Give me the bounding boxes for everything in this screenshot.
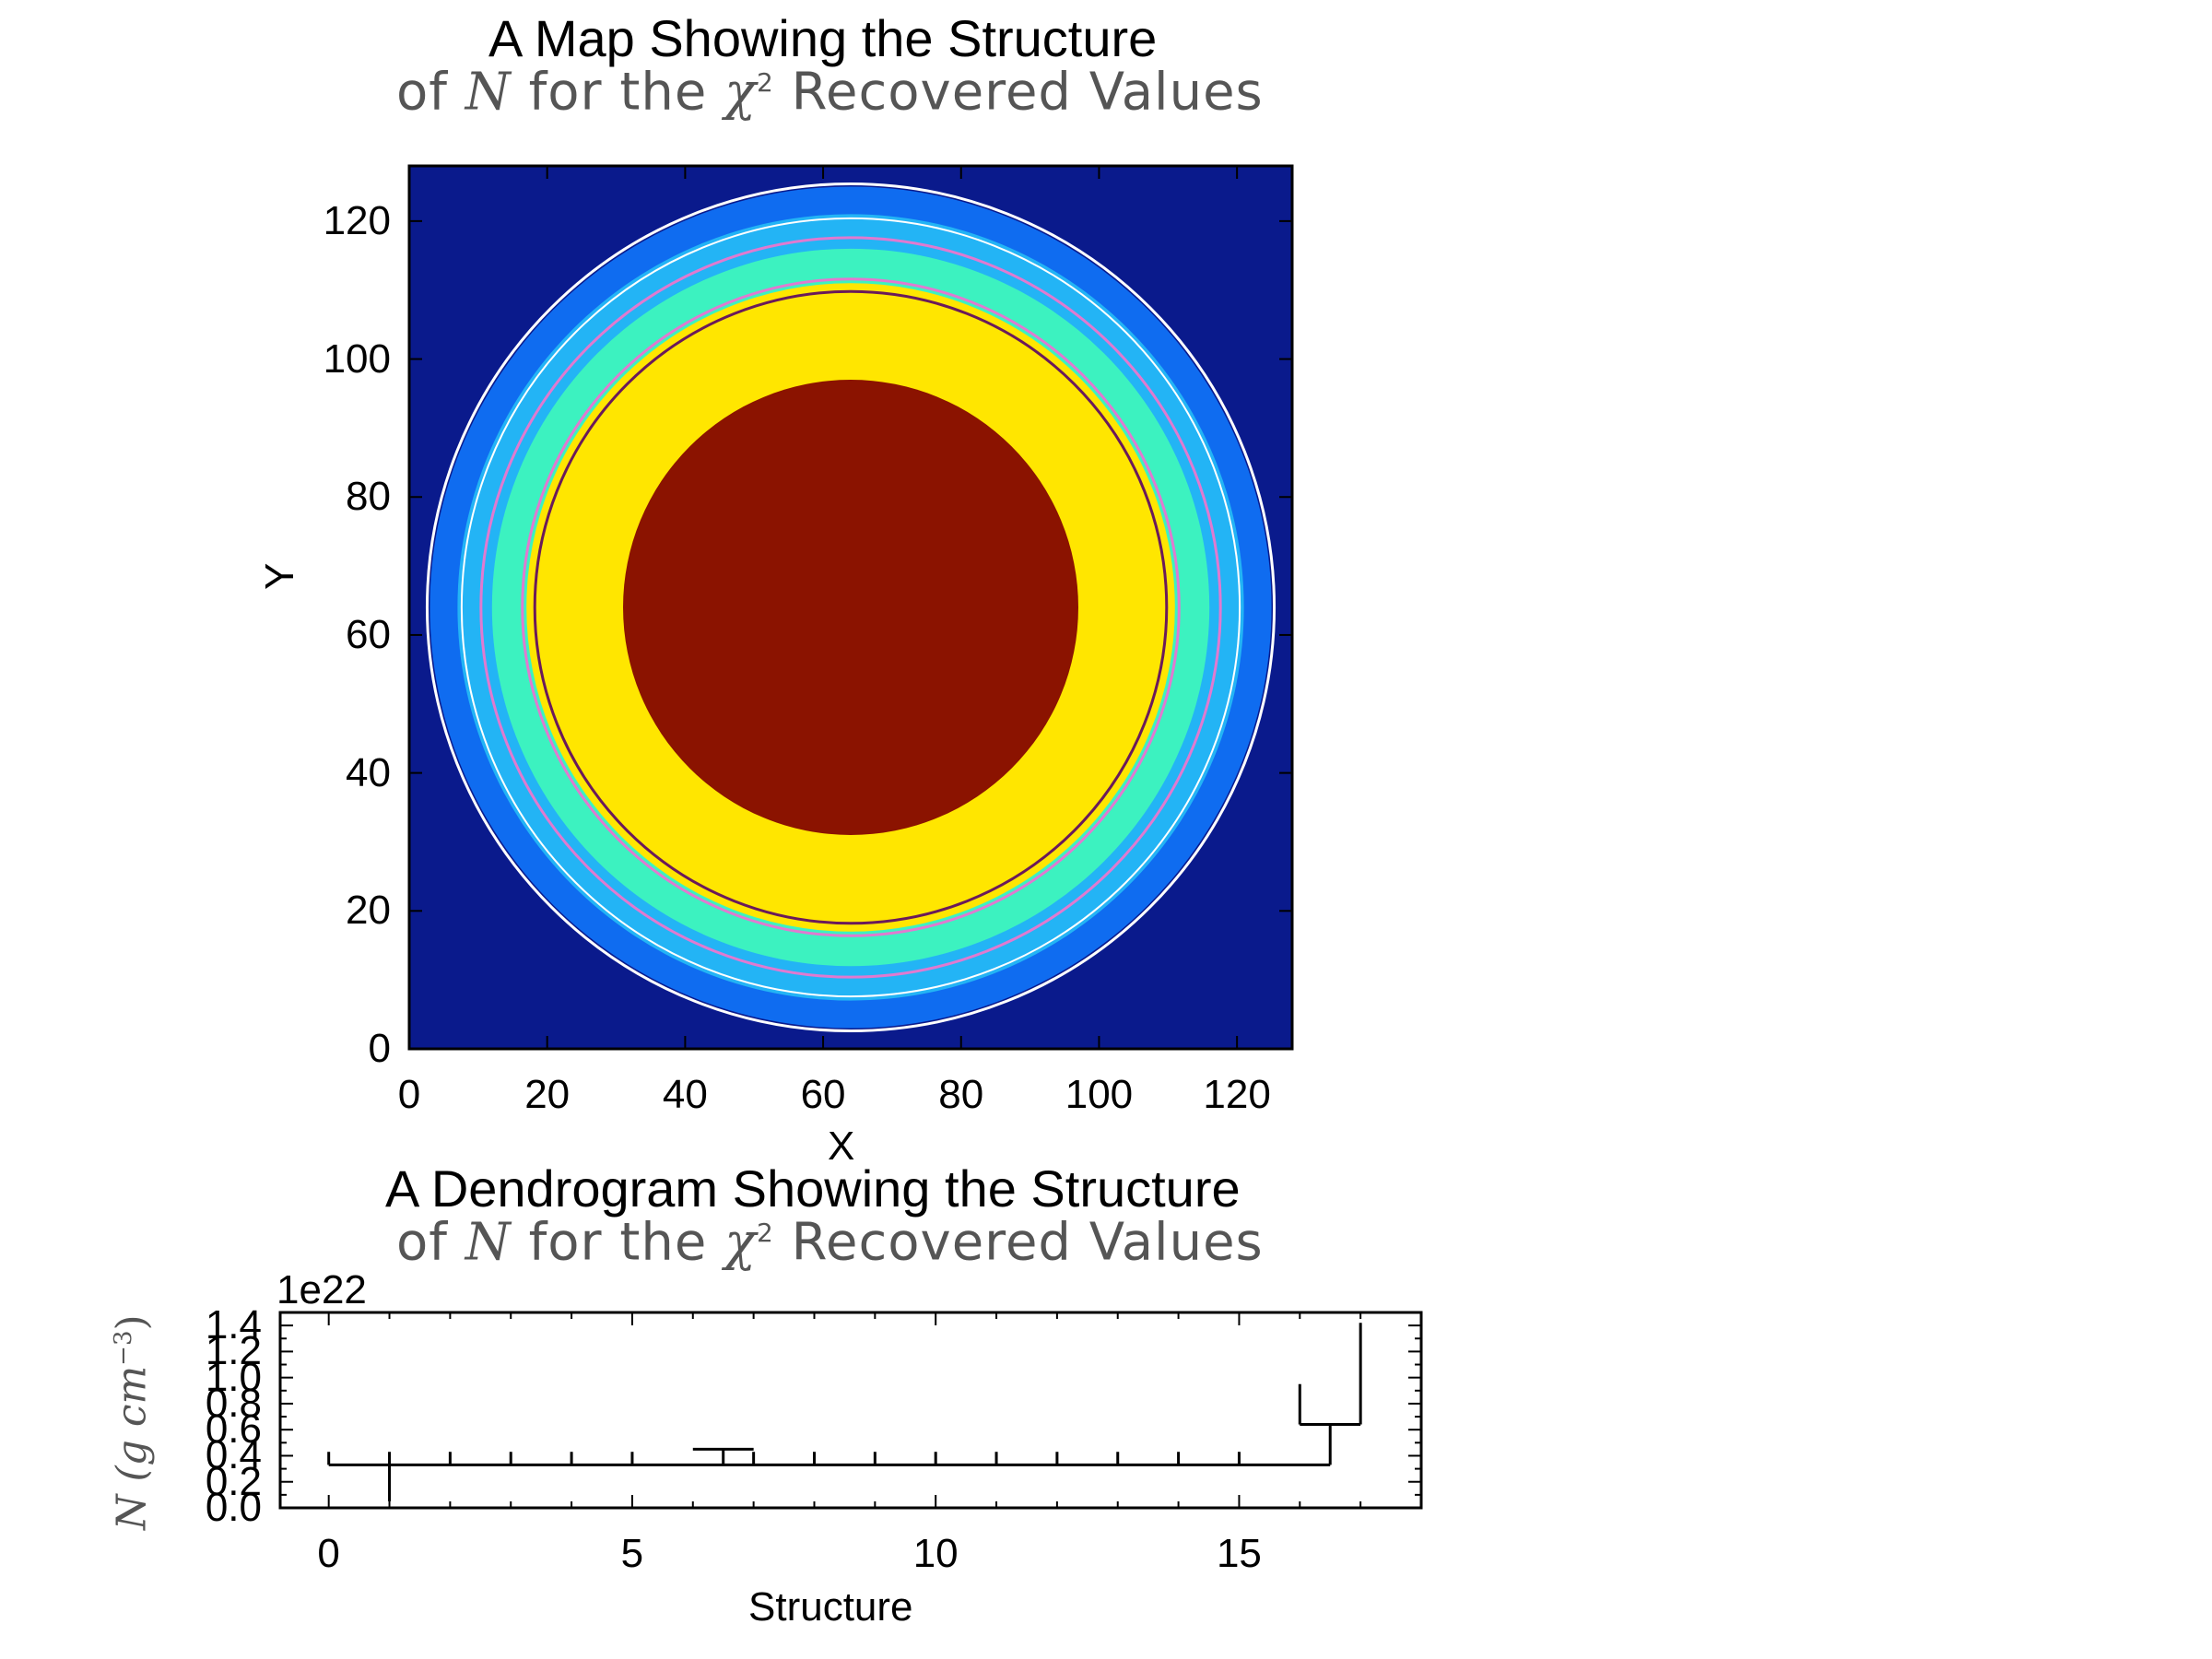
dendro-y-tick-label: 1.2 bbox=[205, 1328, 262, 1374]
map-title-var: N bbox=[465, 62, 512, 123]
map-title-mid: for the bbox=[511, 62, 725, 123]
dendro-title-sup: 2 bbox=[757, 1218, 774, 1248]
map-x-axis-label: X bbox=[828, 1124, 855, 1169]
map-title-sup: 2 bbox=[757, 67, 774, 98]
map-x-tick-label: 0 bbox=[397, 1072, 421, 1117]
dendro-title-line2: of N for the χ2 Recovered Values bbox=[396, 1207, 1264, 1269]
dendro-y-tick-label: 0.2 bbox=[205, 1458, 262, 1504]
map-title-chi: χ bbox=[724, 62, 758, 123]
map-x-tick-label: 100 bbox=[1065, 1072, 1134, 1117]
dendro-x-tick-label: 10 bbox=[912, 1531, 959, 1576]
map-x-tick-label: 60 bbox=[800, 1072, 846, 1117]
map-y-tick-label: 40 bbox=[346, 749, 391, 795]
dendro-x-tick-label: 5 bbox=[620, 1531, 644, 1576]
dendro-x-tick-label: 0 bbox=[317, 1531, 340, 1576]
map-contour-mid bbox=[479, 236, 1222, 979]
map-title-line2: of N for the χ2 Recovered Values bbox=[396, 57, 1264, 119]
dendro-y-axis-label: N (g cm−3) bbox=[103, 1314, 156, 1531]
map-title-line1: A Map Showing the Structure bbox=[488, 9, 1158, 67]
dendro-title-post: Recovered Values bbox=[773, 1212, 1264, 1273]
map-y-tick-label: 80 bbox=[346, 474, 391, 520]
dendro-frame bbox=[278, 1311, 1423, 1510]
dendro-title-chi: χ bbox=[724, 1212, 758, 1273]
map-y-tick-label: 20 bbox=[346, 888, 391, 934]
dendro-x-axis-label: Structure bbox=[748, 1584, 913, 1630]
map-x-tick-label: 40 bbox=[662, 1072, 708, 1117]
dendro-offset-label: 1e22 bbox=[276, 1267, 367, 1312]
dendro-y-tick-label: 1.4 bbox=[205, 1302, 262, 1348]
dendro-y-tick-label: 0.0 bbox=[205, 1485, 262, 1530]
dendro-y-tick-label: 0.8 bbox=[205, 1380, 262, 1426]
dendro-x-tick-label: 15 bbox=[1216, 1531, 1262, 1576]
dendro-title-var: N bbox=[465, 1212, 512, 1273]
dendro-y-tick-label: 0.6 bbox=[205, 1406, 262, 1453]
map-y-tick-label: 120 bbox=[323, 197, 391, 243]
dendro-title-mid: for the bbox=[511, 1212, 725, 1273]
map-title-pre: of bbox=[396, 62, 465, 123]
dendro-y-label-close: ) bbox=[108, 1314, 156, 1331]
map-contour-outer bbox=[425, 182, 1277, 1033]
dendro-y-label-units: (g cm bbox=[108, 1365, 156, 1482]
map-y-tick-label: 0 bbox=[368, 1026, 391, 1071]
dendro-y-label-exp: −3 bbox=[110, 1330, 137, 1366]
map-x-tick-label: 20 bbox=[524, 1072, 571, 1117]
map-title-post: Recovered Values bbox=[773, 62, 1264, 123]
map-x-tick-label: 120 bbox=[1203, 1072, 1271, 1117]
map-y-tick-label: 60 bbox=[346, 611, 391, 657]
map-contour-inner bbox=[533, 289, 1169, 925]
map-level-core bbox=[623, 380, 1078, 835]
dendro-y-label-var: N bbox=[108, 1494, 156, 1531]
map-frame bbox=[407, 164, 1294, 1051]
dendro-y-tick-label: 1.0 bbox=[205, 1354, 262, 1400]
dendro-y-tick-label: 0.4 bbox=[205, 1432, 262, 1478]
map-x-tick-label: 80 bbox=[938, 1072, 984, 1117]
map-contour-outer-inner bbox=[460, 217, 1241, 998]
map-y-tick-label: 100 bbox=[323, 335, 391, 382]
dendro-title-line1: A Dendrogram Showing the Structure bbox=[385, 1159, 1241, 1218]
dendro-title-pre: of bbox=[396, 1212, 465, 1273]
map-contour-mid-inner bbox=[521, 277, 1181, 937]
